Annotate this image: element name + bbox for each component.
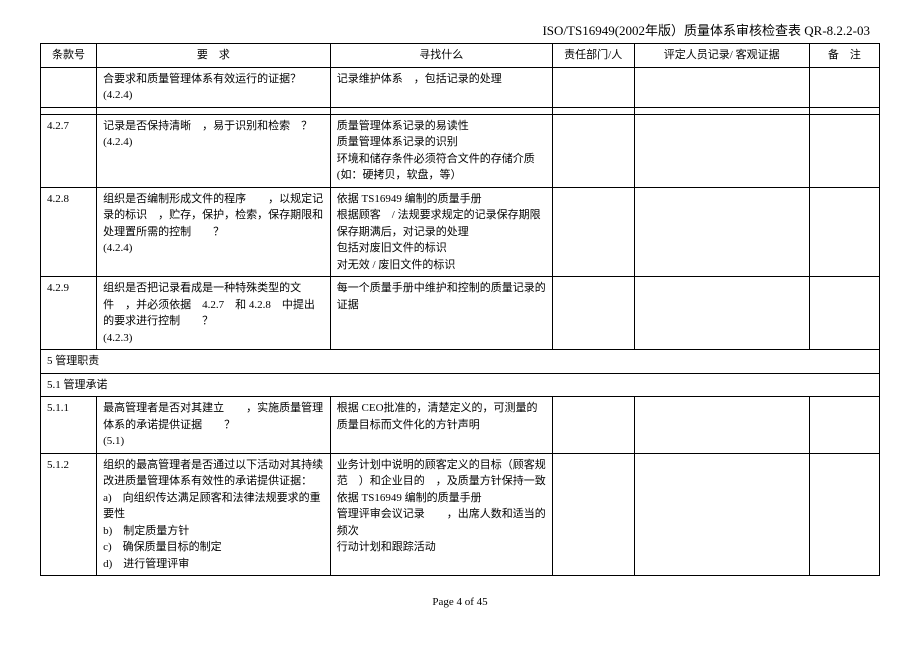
cell-record [634,67,809,107]
cell-requirement: 记录是否保持清晰 ，易于识别和检索 ？ (4.2.4) [97,114,331,187]
cell-requirement: 组织是否编制形成文件的程序 ，以规定记录的标识 ，贮存，保护，检索，保存期限和处… [97,187,331,277]
cell-find: 每一个质量手册中维护和控制的质量记录的证据 [330,277,552,350]
col-clause: 条款号 [41,44,97,68]
section-row: 5.1 管理承诺 [41,373,880,397]
table-row: 合要求和质量管理体系有效运行的证据？ (4.2.4) 记录维护体系 ，包括记录的… [41,67,880,107]
cell-dept [552,67,634,107]
cell-clause: 5.1.1 [41,397,97,454]
cell-remark [809,277,879,350]
col-find: 寻找什么 [330,44,552,68]
page-footer: Page 4 of 45 [40,596,880,608]
table-header-row: 条款号 要 求 寻找什么 责任部门/人 评定人员记录/ 客观证据 备 注 [41,44,880,68]
cell-find: 依据 TS16949 编制的质量手册 根据顾客 / 法规要求规定的记录保存期限 … [330,187,552,277]
cell-find: 记录维护体系 ，包括记录的处理 [330,67,552,107]
cell-remark [809,453,879,576]
table-row: 4.2.8 组织是否编制形成文件的程序 ，以规定记录的标识 ，贮存，保护，检索，… [41,187,880,277]
cell-requirement: 最高管理者是否对其建立 ，实施质量管理体系的承诺提供证据 ？ (5.1) [97,397,331,454]
cell-find: 业务计划中说明的顾客定义的目标（顾客规范 ）和企业目的 ，及质量方针保持一致 依… [330,453,552,576]
table-row: 4.2.7 记录是否保持清晰 ，易于识别和检索 ？ (4.2.4) 质量管理体系… [41,114,880,187]
table-row: 4.2.9 组织是否把记录看成是一种特殊类型的文件 ，并必须依据 4.2.7 和… [41,277,880,350]
col-remark: 备 注 [809,44,879,68]
section-row: 5 管理职责 [41,350,880,374]
section-label: 5.1 管理承诺 [41,373,880,397]
col-dept: 责任部门/人 [552,44,634,68]
cell-record [634,107,809,114]
cell-requirement [97,107,331,114]
cell-record [634,453,809,576]
cell-clause: 4.2.8 [41,187,97,277]
cell-clause: 4.2.9 [41,277,97,350]
cell-find: 根据 CEO批准的，清楚定义的，可测量的质量目标而文件化的方针声明 [330,397,552,454]
cell-clause: 4.2.7 [41,114,97,187]
cell-remark [809,187,879,277]
cell-find: 质量管理体系记录的易读性 质量管理体系记录的识别 环境和储存条件必须符合文件的存… [330,114,552,187]
audit-table: 条款号 要 求 寻找什么 责任部门/人 评定人员记录/ 客观证据 备 注 合要求… [40,43,880,576]
section-label: 5 管理职责 [41,350,880,374]
cell-record [634,277,809,350]
cell-remark [809,397,879,454]
header-title: ISO/TS16949(2002年版）质量体系审核检查表 [542,23,801,38]
cell-clause [41,67,97,107]
col-requirement: 要 求 [97,44,331,68]
cell-dept [552,397,634,454]
cell-requirement: 合要求和质量管理体系有效运行的证据？ (4.2.4) [97,67,331,107]
cell-clause: 5.1.2 [41,453,97,576]
page-header: ISO/TS16949(2002年版）质量体系审核检查表 QR-8.2.2-03 [40,20,880,39]
cell-dept [552,187,634,277]
table-row: 5.1.2 组织的最高管理者是否通过以下活动对其持续改进质量管理体系有效性的承诺… [41,453,880,576]
cell-find [330,107,552,114]
cell-requirement: 组织的最高管理者是否通过以下活动对其持续改进质量管理体系有效性的承诺提供证据： … [97,453,331,576]
cell-clause [41,107,97,114]
cell-dept [552,277,634,350]
cell-record [634,187,809,277]
cell-dept [552,453,634,576]
cell-dept [552,107,634,114]
page-number: Page 4 of 45 [432,596,487,608]
cell-remark [809,67,879,107]
cell-record [634,397,809,454]
cell-remark [809,107,879,114]
header-docno: QR-8.2.2-03 [804,23,870,38]
cell-requirement: 组织是否把记录看成是一种特殊类型的文件 ，并必须依据 4.2.7 和 4.2.8… [97,277,331,350]
table-row [41,107,880,114]
col-record: 评定人员记录/ 客观证据 [634,44,809,68]
cell-record [634,114,809,187]
cell-dept [552,114,634,187]
cell-remark [809,114,879,187]
table-row: 5.1.1 最高管理者是否对其建立 ，实施质量管理体系的承诺提供证据 ？ (5.… [41,397,880,454]
